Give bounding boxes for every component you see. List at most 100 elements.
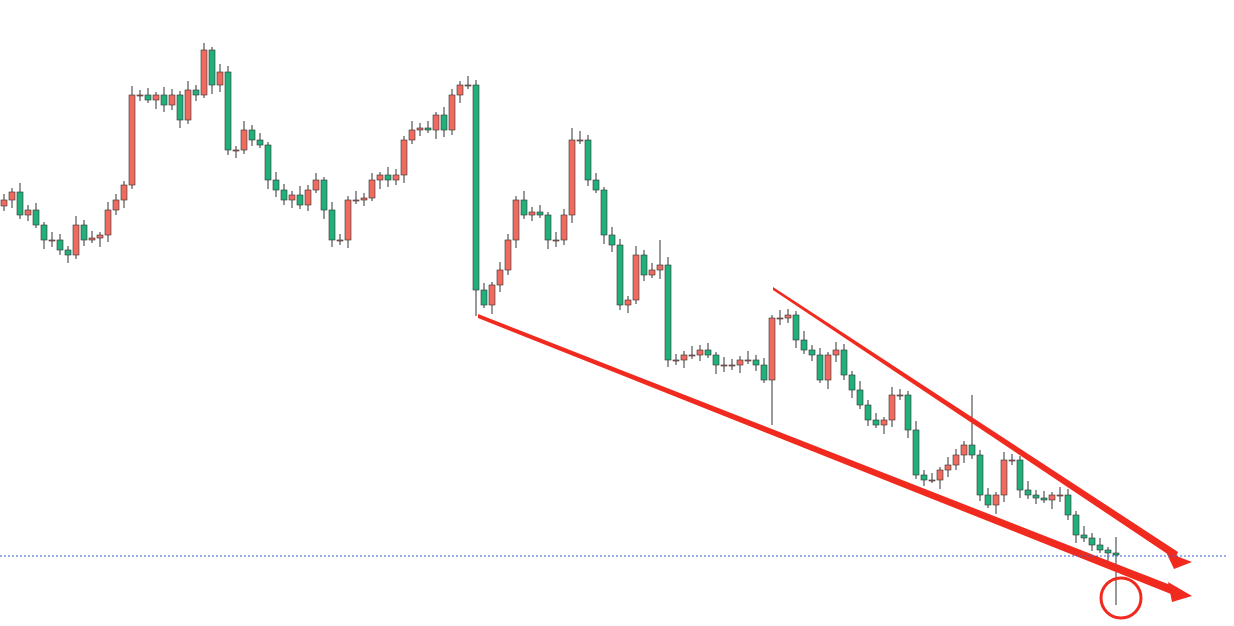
candle-body (64, 249, 72, 256)
candle-body (192, 89, 200, 96)
candle-body (368, 179, 376, 199)
candle-body (520, 199, 528, 216)
candle-body (440, 114, 448, 131)
candle-body (200, 49, 208, 96)
candle-body (928, 479, 936, 482)
candle-body (864, 404, 872, 421)
candle-body (48, 239, 56, 242)
candle-body (808, 349, 816, 356)
candle-body (1024, 489, 1032, 496)
candle-body (168, 94, 176, 106)
candle-body (856, 389, 864, 406)
candle-body (1048, 494, 1056, 501)
candle-body (1056, 494, 1064, 497)
candle-body (432, 114, 440, 131)
candle-body (176, 94, 184, 121)
candle-body (744, 359, 752, 362)
candle-body (960, 444, 968, 456)
candle-body (296, 194, 304, 206)
candle-body (728, 364, 736, 367)
candle-body (920, 474, 928, 481)
candle-body (944, 464, 952, 471)
candle-body (1096, 544, 1104, 551)
candle-body (832, 349, 840, 356)
candle-body (16, 191, 24, 216)
lower-trendline (478, 314, 1178, 596)
candle-body (976, 454, 984, 496)
candle-body (408, 129, 416, 141)
candle-body (1032, 494, 1040, 499)
candle-body (344, 199, 352, 241)
candle-body (904, 394, 912, 431)
candle-body (992, 494, 1000, 506)
candle-body (568, 139, 576, 216)
candle-body (672, 359, 680, 362)
candle-body (776, 317, 784, 320)
candle-body (160, 94, 168, 106)
candle-body (720, 364, 728, 367)
candle-body (760, 364, 768, 381)
candle-body (888, 394, 896, 421)
candle-body (336, 239, 344, 242)
candle-body (984, 494, 992, 506)
candle-body (104, 209, 112, 236)
candle-body (128, 94, 136, 186)
candle-body (304, 189, 312, 206)
candle-body (256, 139, 264, 146)
candle-body (496, 269, 504, 286)
candle-body (152, 94, 160, 101)
candle-body (600, 189, 608, 236)
candle-body (624, 299, 632, 306)
candle-body (424, 127, 432, 131)
candle-body (800, 339, 808, 351)
candle-body (216, 71, 224, 86)
candle-body (584, 139, 592, 181)
candle-body (504, 239, 512, 271)
candle-body (384, 174, 392, 181)
candles (0, 43, 1120, 605)
candle-body (480, 289, 488, 306)
candle-body (224, 71, 232, 151)
candle-body (392, 174, 400, 181)
candle-body (1104, 549, 1112, 554)
candle-body (632, 254, 640, 301)
candle-body (72, 224, 80, 256)
candle-body (288, 194, 296, 201)
candle-body (416, 127, 424, 131)
candle-body (912, 429, 920, 476)
candle-body (232, 149, 240, 152)
candle-body (840, 349, 848, 376)
candle-body (360, 197, 368, 201)
lower-arrowhead (1168, 582, 1192, 602)
candle-body (560, 214, 568, 241)
candle-body (592, 179, 600, 191)
candle-body (848, 374, 856, 391)
candle-body (536, 211, 544, 216)
candle-body (880, 419, 888, 426)
candle-body (1064, 494, 1072, 516)
candle-body (768, 317, 776, 381)
candle-body (472, 84, 480, 291)
annotations (478, 287, 1192, 620)
candle-body (312, 179, 320, 191)
candle-body (96, 234, 104, 239)
candle-body (704, 349, 712, 356)
candle-body (264, 144, 272, 181)
candle-body (616, 244, 624, 306)
candle-body (872, 419, 880, 426)
candle-body (248, 129, 256, 141)
candle-body (464, 84, 472, 87)
candle-body (280, 189, 288, 201)
candle-body (80, 224, 88, 241)
candle-body (640, 254, 648, 276)
candle-body (896, 394, 904, 397)
candle-body (688, 354, 696, 357)
candle-body (552, 239, 560, 242)
candle-body (1016, 459, 1024, 491)
candle-body (736, 359, 744, 366)
candle-body (816, 354, 824, 381)
candle-body (352, 199, 360, 202)
candle-body (512, 199, 520, 241)
candle-body (32, 209, 40, 226)
